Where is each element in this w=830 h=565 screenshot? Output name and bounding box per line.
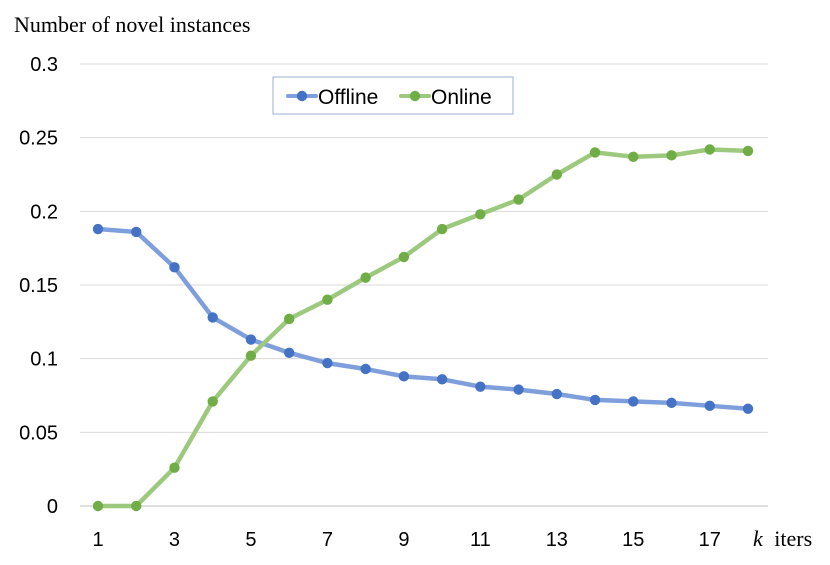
data-point-offline [475,381,486,392]
y-tick-label: 0.1 [30,349,58,371]
y-tick-label: 0.2 [30,201,58,223]
y-tick-label: 0 [47,496,58,518]
series-offline [92,223,754,414]
data-point-online [666,150,677,161]
gridlines [80,63,768,507]
data-point-offline [628,396,639,407]
data-point-online [628,151,639,163]
x-axis-label-rest: iters [774,526,812,551]
x-tick-labels: 1 3 5 7 9 11 13 15 17 [92,529,720,551]
legend-box [272,76,514,115]
data-point-offline [704,400,715,412]
legend-swatch-offline-marker [296,90,308,102]
data-point-online [207,396,218,407]
legend-label-offline: Offline [318,86,378,109]
y-tick-labels: 0 0.05 0.1 0.15 0.2 0.25 0.3 [19,54,58,518]
data-point-online [92,500,104,512]
y-axis-label: Number of novel instances [14,12,250,37]
data-point-online [131,500,142,512]
legend: Offline Online [272,76,514,115]
y-tick-label: 0.15 [19,275,58,297]
legend-entry-offline: Offline [286,86,378,109]
data-point-offline [169,262,180,273]
data-point-offline [283,347,295,358]
data-point-online [283,313,295,325]
data-point-offline [398,371,410,382]
series-line-offline [95,226,751,412]
x-axis-label: k iters [753,526,812,551]
y-tick-label: 0.05 [19,422,58,444]
data-point-online [704,144,715,155]
data-point-online [742,145,754,157]
series-line-online [95,147,751,509]
data-point-online [360,272,371,283]
x-axis-label-italic: k [753,526,764,551]
data-point-offline [245,334,257,345]
data-point-online [551,169,563,180]
x-tick-label: 9 [398,529,409,551]
x-tick-label: 1 [92,529,103,551]
data-point-offline [92,223,104,235]
x-tick-label: 17 [699,529,721,551]
x-tick-label: 5 [245,529,256,551]
data-point-offline [322,357,333,369]
series-layer [92,144,754,512]
legend-entry-online: Online [399,86,492,109]
data-point-online [322,294,333,305]
x-tick-label: 15 [622,529,644,551]
data-point-offline [513,384,524,395]
data-point-online [169,462,180,473]
legend-label-online: Online [431,86,492,109]
y-tick-label: 0.25 [19,128,58,150]
data-point-offline [589,394,601,406]
x-tick-label: 3 [169,529,180,551]
x-tick-label: 11 [470,529,491,551]
data-point-offline [360,363,371,375]
x-tick-label: 7 [322,529,333,551]
data-point-online [475,209,486,220]
legend-swatch-online-marker [409,90,421,102]
data-point-offline [742,403,754,414]
data-point-online [589,147,601,158]
data-point-online [398,251,410,263]
data-point-online [436,223,448,235]
data-point-offline [666,397,677,409]
data-point-online [245,350,257,361]
series-online [92,144,754,512]
data-point-offline [551,388,563,400]
data-point-offline [207,312,218,323]
data-point-online [513,194,524,205]
data-point-offline [131,226,142,238]
y-tick-label: 0.3 [30,54,58,76]
data-point-offline [436,374,448,385]
x-tick-label: 13 [546,529,568,551]
